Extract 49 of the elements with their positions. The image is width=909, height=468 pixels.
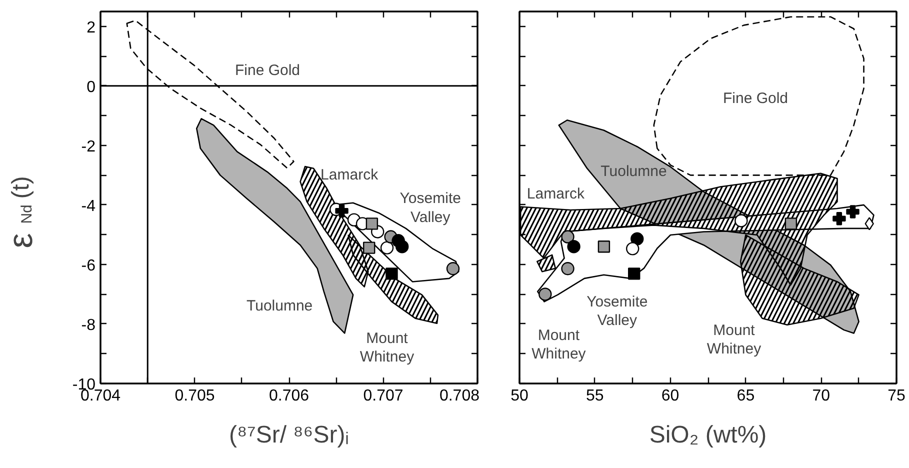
x-tick-label: 60 <box>661 388 680 404</box>
point <box>784 218 798 230</box>
annotation: Lamarck <box>320 166 379 184</box>
annotation: Mount Whitney <box>360 330 415 366</box>
point <box>832 212 846 226</box>
annotation: Mount Whitney <box>706 322 762 358</box>
point <box>366 218 378 230</box>
point <box>626 242 640 256</box>
x-tick-label: 0.708 <box>439 388 480 404</box>
annotation: Yosemite Valley <box>400 190 461 226</box>
y-tick-label: -6 <box>81 257 96 274</box>
point <box>363 242 376 254</box>
point <box>538 288 552 301</box>
annotation: Yosemite Valley <box>586 293 648 330</box>
x-tick-label: 0.706 <box>268 388 310 404</box>
point <box>734 214 748 228</box>
point <box>446 262 460 276</box>
point <box>567 240 580 254</box>
annotation: Lamarck <box>526 186 585 203</box>
annotation: Tuolumne <box>246 298 313 315</box>
x-tick-label: 65 <box>736 388 755 404</box>
y-tick-label: -8 <box>81 316 96 334</box>
x-tick-label: 50 <box>510 388 528 404</box>
point <box>846 205 860 218</box>
x-tick-label: 0.705 <box>174 388 215 404</box>
x-axis-title: (⁸⁷Sr/ ⁸⁶Sr)ᵢ <box>229 422 349 448</box>
y-tick-label: 0 <box>86 78 96 96</box>
y-tick-label: -2 <box>81 138 96 156</box>
annotation: Fine Gold <box>722 90 788 108</box>
y-tick-label: 2 <box>86 19 96 36</box>
x-tick-label: 55 <box>586 388 604 404</box>
y-tick-label: -4 <box>81 198 96 215</box>
point <box>561 262 574 276</box>
x-tick-label: 70 <box>812 388 830 404</box>
x-tick-label: 75 <box>888 388 906 404</box>
point <box>335 204 348 218</box>
point <box>396 240 409 254</box>
point <box>598 240 610 253</box>
y-axis-title: εNd (t) <box>2 176 40 248</box>
annotation: Fine Gold <box>234 62 300 79</box>
point <box>864 217 874 230</box>
x-tick-label: 0.707 <box>363 388 404 404</box>
x-axis-title: SiO₂ (wt%) <box>649 422 767 448</box>
point <box>561 230 574 244</box>
point <box>630 232 644 246</box>
annotation: Tuolumne <box>600 162 667 180</box>
annotation: Mount Whitney <box>532 326 586 363</box>
point <box>386 268 398 280</box>
point <box>628 268 640 280</box>
